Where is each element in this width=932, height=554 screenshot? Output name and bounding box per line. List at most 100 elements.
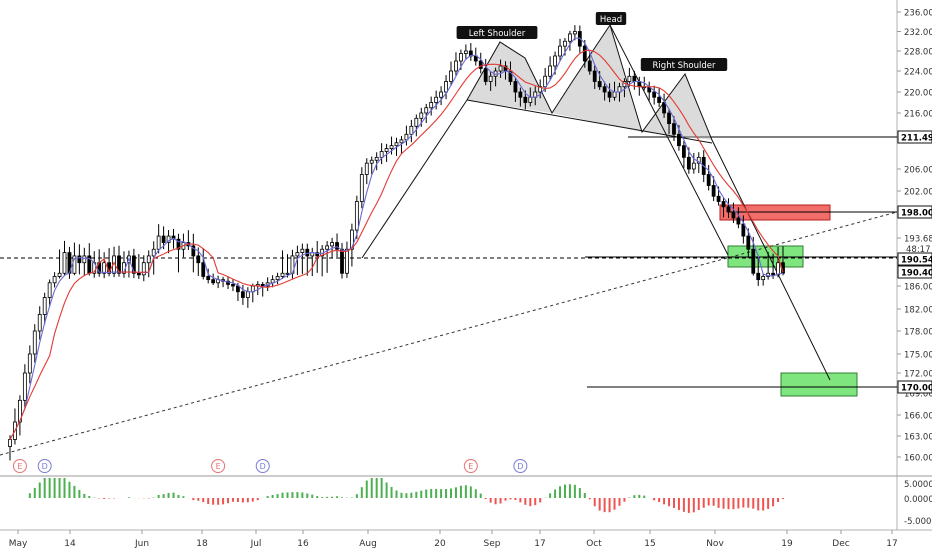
event-marker-label: E — [17, 462, 22, 471]
candle-body — [191, 245, 196, 257]
candle-body — [483, 68, 488, 82]
y-tick-label: 193.68 — [904, 235, 932, 245]
candle-body — [776, 262, 780, 276]
price-tag-label: 211.49 — [901, 134, 932, 144]
candle-body — [354, 201, 359, 231]
candle-body — [667, 112, 671, 125]
candle-body — [513, 81, 518, 93]
candle-body — [22, 372, 27, 401]
candle-body — [285, 272, 290, 275]
y-tick-label: 206.00 — [904, 166, 932, 176]
x-tick-label: 20 — [434, 539, 446, 549]
event-marker — [37, 459, 52, 473]
candle-body — [62, 252, 67, 274]
candle-body — [131, 255, 136, 274]
x-tick-label: 14 — [64, 539, 76, 549]
candle-body — [340, 248, 344, 274]
y-tick-label: 202.00 — [904, 188, 932, 198]
candle-body — [325, 245, 330, 250]
event-marker-label: D — [517, 462, 523, 471]
candle-body — [275, 276, 280, 281]
candle-body — [206, 276, 211, 281]
candle-body — [761, 276, 766, 281]
candle-body — [602, 86, 607, 93]
x-tick-label: Jul — [250, 539, 262, 549]
candle-body — [721, 201, 726, 208]
candle-body — [399, 139, 404, 144]
candle-body — [681, 145, 686, 158]
candle-body — [42, 297, 47, 315]
x-tick-label: Nov — [706, 539, 724, 549]
candle-body — [141, 262, 146, 276]
x-tick-label: 17 — [886, 539, 897, 549]
candle-body — [706, 174, 711, 186]
label-right-shoulder-bg — [640, 58, 728, 71]
candle-body — [166, 235, 171, 243]
trendline — [0, 211, 898, 456]
y-tick-label: 163.00 — [904, 433, 932, 443]
candle-body — [677, 133, 681, 147]
candle-body — [498, 65, 503, 72]
y-tick-label: 166.00 — [904, 412, 932, 422]
x-tick-label: 15 — [644, 539, 655, 549]
candle-body — [488, 75, 493, 82]
candle-body — [612, 91, 617, 98]
x-tick-label: Jun — [134, 539, 149, 549]
candle-body — [32, 330, 37, 355]
candle-body — [434, 96, 439, 103]
price-tag-box — [897, 205, 932, 219]
y-tick-label: 216.00 — [904, 110, 932, 120]
price-tag-box — [897, 252, 932, 266]
candle-body — [627, 75, 632, 82]
price-tag-label: 190.54 — [901, 256, 932, 266]
label-left-shoulder-bg — [456, 26, 538, 39]
x-tick-label: 19 — [781, 539, 793, 549]
candle-body — [572, 31, 577, 35]
candle-body — [102, 262, 107, 274]
candle-body — [117, 255, 121, 274]
candle-body — [716, 195, 721, 202]
candle-body — [350, 229, 354, 250]
osc-tick-label: -5.0000 — [904, 517, 932, 527]
candle-body — [741, 223, 746, 237]
y-tick-label: 220.00 — [904, 89, 932, 99]
candle-body — [597, 81, 602, 88]
neckline — [466, 99, 713, 144]
event-marker — [463, 459, 478, 473]
x-tick-label: Dec — [832, 539, 849, 549]
candle-body — [330, 242, 334, 247]
candle-body — [568, 33, 572, 42]
candle-body — [8, 439, 12, 447]
candle-body — [459, 53, 463, 62]
candle-body — [548, 65, 553, 77]
candle-body — [672, 123, 676, 135]
candle-body — [295, 252, 300, 257]
label-head: Head — [600, 15, 622, 25]
label-left-shoulder: Left Shoulder — [469, 29, 526, 39]
candle-body — [280, 272, 285, 277]
y-tick-label: 175.00 — [904, 351, 932, 361]
candle-body — [359, 174, 364, 202]
candle-body — [409, 125, 414, 135]
candle-body — [538, 86, 543, 93]
candle-body — [77, 255, 82, 264]
candle-body — [52, 276, 57, 284]
candle-body — [231, 284, 235, 287]
candle-body — [563, 40, 567, 47]
label-head-bg — [595, 12, 627, 25]
x-tick-label: Oct — [586, 539, 602, 549]
candle-body — [136, 272, 141, 276]
candle-body — [201, 262, 206, 277]
candle-body — [587, 60, 592, 72]
candle-body — [711, 185, 716, 197]
price-tag-label: 170.00 — [901, 384, 932, 394]
y-tick-label: 160.00 — [904, 454, 932, 464]
event-marker — [211, 459, 226, 473]
candle-body — [414, 117, 419, 127]
candle-body — [528, 96, 533, 103]
candle-body — [196, 255, 201, 264]
candle-body — [652, 91, 657, 98]
label-right-shoulder: Right Shoulder — [653, 61, 716, 71]
